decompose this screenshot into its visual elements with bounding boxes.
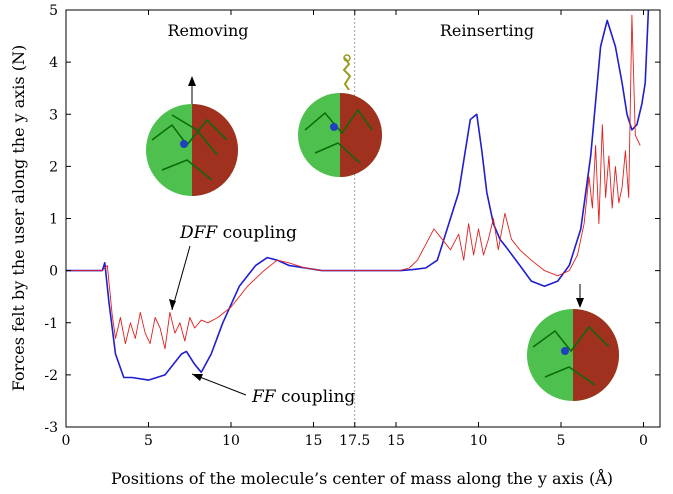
y-ticks: -3 -2 -1 0 1 2 3 4 5 <box>44 3 660 436</box>
ff-annotation: FF coupling <box>251 387 355 407</box>
x-ticks: 0 5 10 15 17.5 15 10 5 0 <box>62 10 648 449</box>
y-tick-label: -1 <box>44 316 58 332</box>
y-tick-label: 1 <box>49 212 58 228</box>
ff-arrowhead <box>192 374 203 381</box>
ff-annotation-italic: FF <box>251 387 277 407</box>
dff-arrowhead <box>169 299 176 310</box>
x-tick-label: 10 <box>222 433 240 449</box>
reinserting-arrowhead <box>576 298 584 308</box>
y-tick-label: -2 <box>44 368 58 384</box>
x-axis-label: Positions of the molecule’s center of ma… <box>111 468 613 488</box>
x-tick-label: 5 <box>144 433 153 449</box>
y-tick-label: 3 <box>49 107 58 123</box>
dff-annotation-arrow <box>171 245 191 311</box>
x-tick-label: 10 <box>470 433 488 449</box>
x-tick-label: 0 <box>62 433 71 449</box>
ff-annotation-rest: coupling <box>276 387 356 407</box>
molecule-reinserting-image <box>527 309 619 401</box>
dff-annotation-rest: coupling <box>217 223 297 243</box>
x-tick-label: 17.5 <box>339 433 370 449</box>
series-line-dff <box>66 14 641 350</box>
y-axis-label: Forces felt by the user along the y axis… <box>9 45 28 391</box>
x-tick-label: 0 <box>639 433 648 449</box>
dff-annotation: DFF coupling <box>179 223 297 243</box>
y-tick-label: 4 <box>49 55 58 71</box>
molecule-middle-image <box>298 93 382 177</box>
removing-arrowhead <box>188 76 196 86</box>
y-tick-label: 5 <box>49 3 58 19</box>
dff-annotation-italic: DFF <box>179 223 218 243</box>
series-layer <box>66 9 650 381</box>
ligand-image <box>342 57 352 91</box>
x-tick-label: 15 <box>305 433 323 449</box>
section-label-removing: Removing <box>167 21 248 40</box>
y-tick-label: 0 <box>49 264 58 280</box>
y-tick-label: 2 <box>49 159 58 175</box>
x-tick-label: 15 <box>387 433 405 449</box>
x-tick-label: 5 <box>557 433 566 449</box>
section-label-reinserting: Reinserting <box>440 21 534 40</box>
series-line-ff <box>66 9 650 381</box>
y-tick-label: -3 <box>44 420 58 436</box>
molecule-removing-image <box>146 104 238 196</box>
ligand-top-image <box>343 54 351 62</box>
